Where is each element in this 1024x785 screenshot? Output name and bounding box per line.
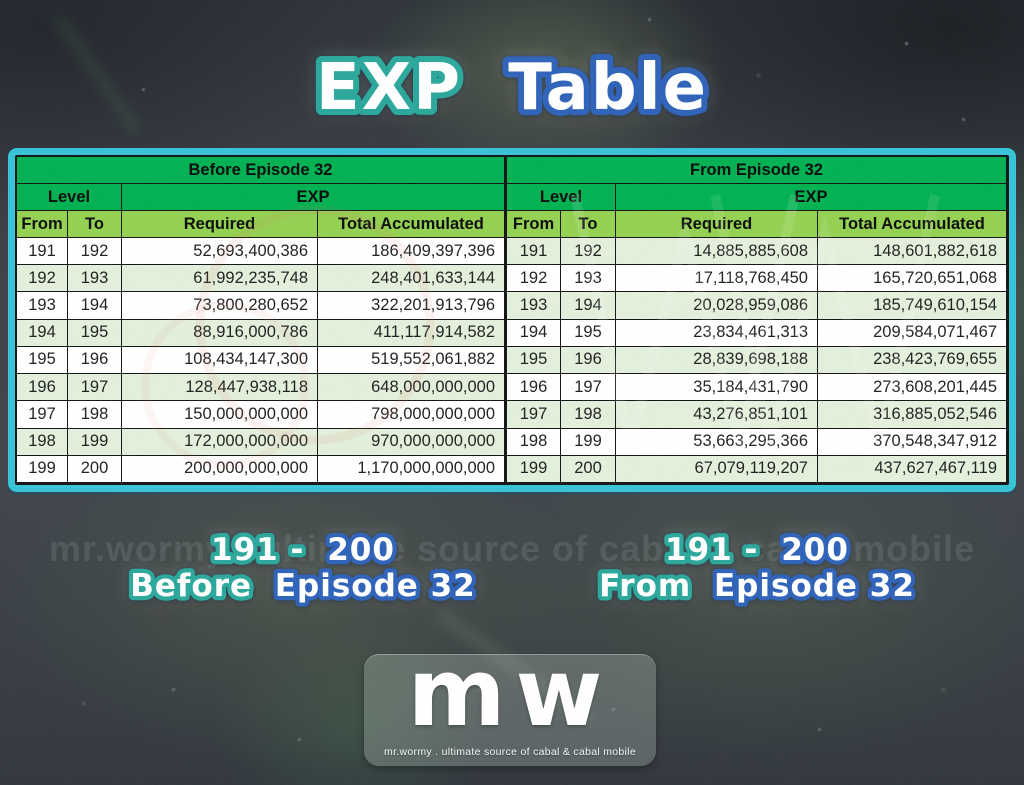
table-cell: 28,839,698,188 — [616, 346, 818, 375]
background-streak — [53, 14, 143, 136]
group-header-exp: EXP — [122, 184, 505, 211]
table-cell: 67,079,119,207 — [616, 455, 818, 483]
table-cell: 191 — [17, 238, 68, 266]
table-cell: 108,434,147,300 — [122, 346, 318, 375]
exp-table: Before Episode 32 From Episode 32 Level … — [8, 148, 1016, 492]
table-cell: 73,800,280,652 — [122, 292, 318, 320]
table-cell: 165,720,651,068 — [818, 265, 1007, 293]
table-cell: 192 — [505, 265, 561, 293]
table-cell: 195 — [505, 346, 561, 375]
watermark-text: mr.wormy . ultimate source of cabal & ca… — [48, 528, 976, 569]
table-cell: 196 — [505, 374, 561, 402]
table-cell: 194 — [17, 319, 68, 347]
table-cell: 193 — [68, 265, 122, 293]
background-particles — [0, 0, 3, 3]
table-cell: 370,548,347,912 — [818, 428, 1007, 456]
table-cell: 648,000,000,000 — [318, 374, 505, 402]
table-cell: 185,749,610,154 — [818, 292, 1007, 320]
column-header: Total Accumulated — [318, 211, 505, 238]
table-cell: 192 — [17, 265, 68, 293]
table-cell: 200,000,000,000 — [122, 455, 318, 483]
column-header: Total Accumulated — [818, 211, 1007, 238]
table-cell: 17,118,768,450 — [616, 265, 818, 293]
table-cell: 248,401,633,144 — [318, 265, 505, 293]
table-cell: 519,552,061,882 — [318, 346, 505, 375]
table-cell: 197 — [561, 374, 616, 402]
table-cell: 198 — [561, 401, 616, 429]
column-header: From — [17, 211, 68, 238]
table-cell: 198 — [505, 428, 561, 456]
table-cell: 316,885,052,546 — [818, 401, 1007, 429]
table-cell: 193 — [17, 292, 68, 320]
logo-monogram: mw — [407, 639, 613, 748]
table-cell: 194 — [561, 292, 616, 320]
table-cell: 273,608,201,445 — [818, 374, 1007, 402]
table-cell: 52,693,400,386 — [122, 238, 318, 266]
table-cell: 194 — [505, 319, 561, 347]
table-cell: 43,276,851,101 — [616, 401, 818, 429]
table-cell: 195 — [68, 319, 122, 347]
table-cell: 191 — [505, 238, 561, 266]
table-cell: 199 — [17, 455, 68, 483]
table-cell: 199 — [68, 428, 122, 456]
table-cell: 196 — [17, 374, 68, 402]
group-header-level: Level — [17, 184, 122, 211]
exp-table-grid: Before Episode 32 From Episode 32 Level … — [15, 155, 1009, 485]
table-cell: 195 — [561, 319, 616, 347]
table-cell: 150,000,000,000 — [122, 401, 318, 429]
section-header-before: Before Episode 32 — [17, 157, 505, 184]
table-cell: 148,601,882,618 — [818, 238, 1007, 266]
table-cell: 53,663,295,366 — [616, 428, 818, 456]
table-cell: 195 — [17, 346, 68, 375]
mrwormy-logo: mw mr.wormy . ultimate source of cabal &… — [364, 642, 656, 766]
table-cell: 194 — [68, 292, 122, 320]
table-cell: 35,184,431,790 — [616, 374, 818, 402]
column-header: Required — [616, 211, 818, 238]
table-cell: 197 — [17, 401, 68, 429]
column-header: From — [505, 211, 561, 238]
section-header-from: From Episode 32 — [505, 157, 1007, 184]
table-cell: 197 — [505, 401, 561, 429]
table-cell: 61,992,235,748 — [122, 265, 318, 293]
table-cell: 411,117,914,582 — [318, 319, 505, 347]
table-cell: 199 — [505, 455, 561, 483]
table-cell: 192 — [68, 238, 122, 266]
column-header: To — [561, 211, 616, 238]
table-cell: 209,584,071,467 — [818, 319, 1007, 347]
table-cell: 196 — [68, 346, 122, 375]
table-cell: 200 — [68, 455, 122, 483]
table-cell: 238,423,769,655 — [818, 346, 1007, 375]
column-header: To — [68, 211, 122, 238]
table-cell: 200 — [561, 455, 616, 483]
table-cell: 199 — [561, 428, 616, 456]
table-cell: 186,409,397,396 — [318, 238, 505, 266]
table-cell: 192 — [561, 238, 616, 266]
table-cell: 128,447,938,118 — [122, 374, 318, 402]
table-cell: 1,170,000,000,000 — [318, 455, 505, 483]
logo-tagline: mr.wormy . ultimate source of cabal & ca… — [384, 746, 636, 758]
group-header-level: Level — [505, 184, 616, 211]
table-cell: 798,000,000,000 — [318, 401, 505, 429]
table-cell: 970,000,000,000 — [318, 428, 505, 456]
table-cell: 198 — [68, 401, 122, 429]
column-header: Required — [122, 211, 318, 238]
table-cell: 322,201,913,796 — [318, 292, 505, 320]
table-cell: 198 — [17, 428, 68, 456]
table-cell: 193 — [505, 292, 561, 320]
group-header-exp: EXP — [616, 184, 1007, 211]
table-cell: 88,916,000,786 — [122, 319, 318, 347]
table-cell: 172,000,000,000 — [122, 428, 318, 456]
table-cell: 196 — [561, 346, 616, 375]
table-cell: 193 — [561, 265, 616, 293]
table-cell: 23,834,461,313 — [616, 319, 818, 347]
table-cell: 437,627,467,119 — [818, 455, 1007, 483]
table-cell: 14,885,885,608 — [616, 238, 818, 266]
table-cell: 197 — [68, 374, 122, 402]
table-cell: 20,028,959,086 — [616, 292, 818, 320]
